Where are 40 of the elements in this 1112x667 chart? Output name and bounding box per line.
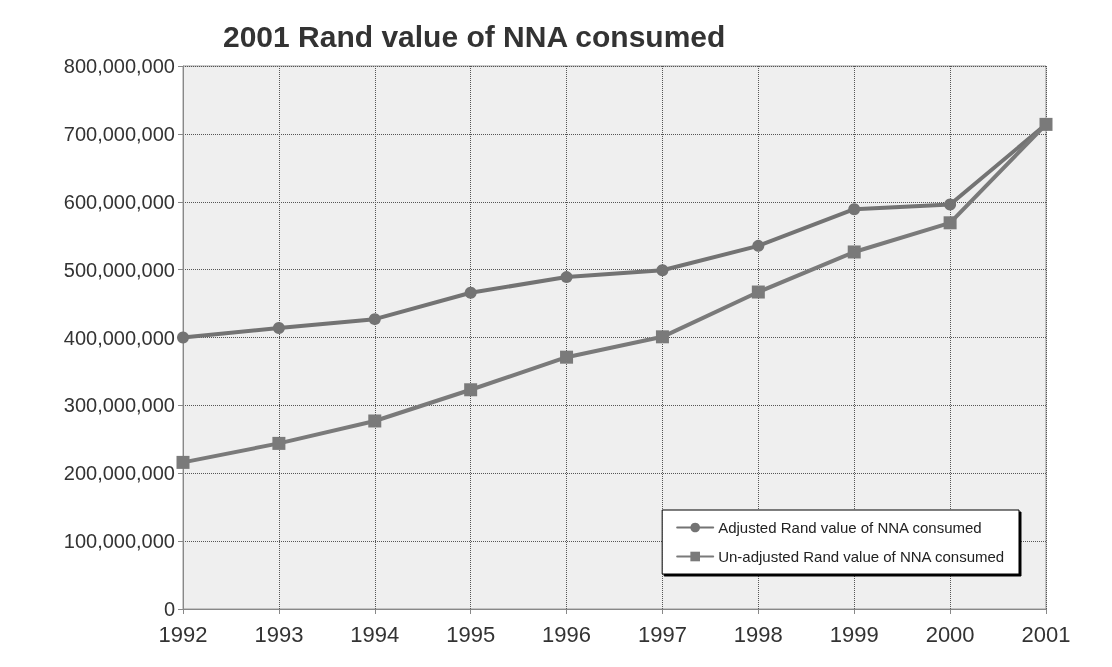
x-tick-label: 1996 [542,621,592,647]
x-tick-label: 1993 [254,621,304,647]
x-tick-label: 1992 [158,621,208,647]
point [176,455,190,469]
point [560,350,574,364]
y-tick-label: 800,000,000 [63,55,175,77]
x-tick-label: 1998 [733,621,783,647]
point [272,322,285,334]
y-tick-label: 700,000,000 [63,122,175,145]
x-tick-label: 1995 [446,621,496,647]
x-tick-label: 2000 [925,621,975,647]
x-tick-label: 1994 [350,621,400,647]
point [272,436,286,450]
point [560,271,573,284]
point [464,286,477,299]
x-tick-label: 2001 [1021,621,1071,647]
legend-label: Un-adjusted Rand value of NNA consumed [718,548,1005,565]
y-tick-label: 600,000,000 [63,190,175,213]
legend-label: Adjusted Rand value of NNA consumed [718,519,982,536]
y-tick-label: 400,000,000 [63,326,175,349]
point [943,216,957,230]
point [752,239,765,252]
point [847,245,861,259]
x-tick-label: 1997 [637,621,687,647]
y-tick-label: 500,000,000 [63,258,175,281]
point [944,198,957,211]
y-tick-label: 100,000,000 [63,530,175,553]
y-tick-label: 300,000,000 [63,394,175,417]
x-tick-label: 1999 [829,621,879,647]
chart-title: 2001 Rand value of NNA consumed [223,19,726,53]
point [368,414,382,428]
point [655,330,669,344]
point [656,264,669,277]
y-tick-label: 0 [163,598,175,620]
point [848,203,861,216]
point [464,383,478,397]
point [751,285,765,299]
point [368,313,381,326]
y-tick-label: 200,000,000 [63,462,175,485]
point [177,331,189,344]
